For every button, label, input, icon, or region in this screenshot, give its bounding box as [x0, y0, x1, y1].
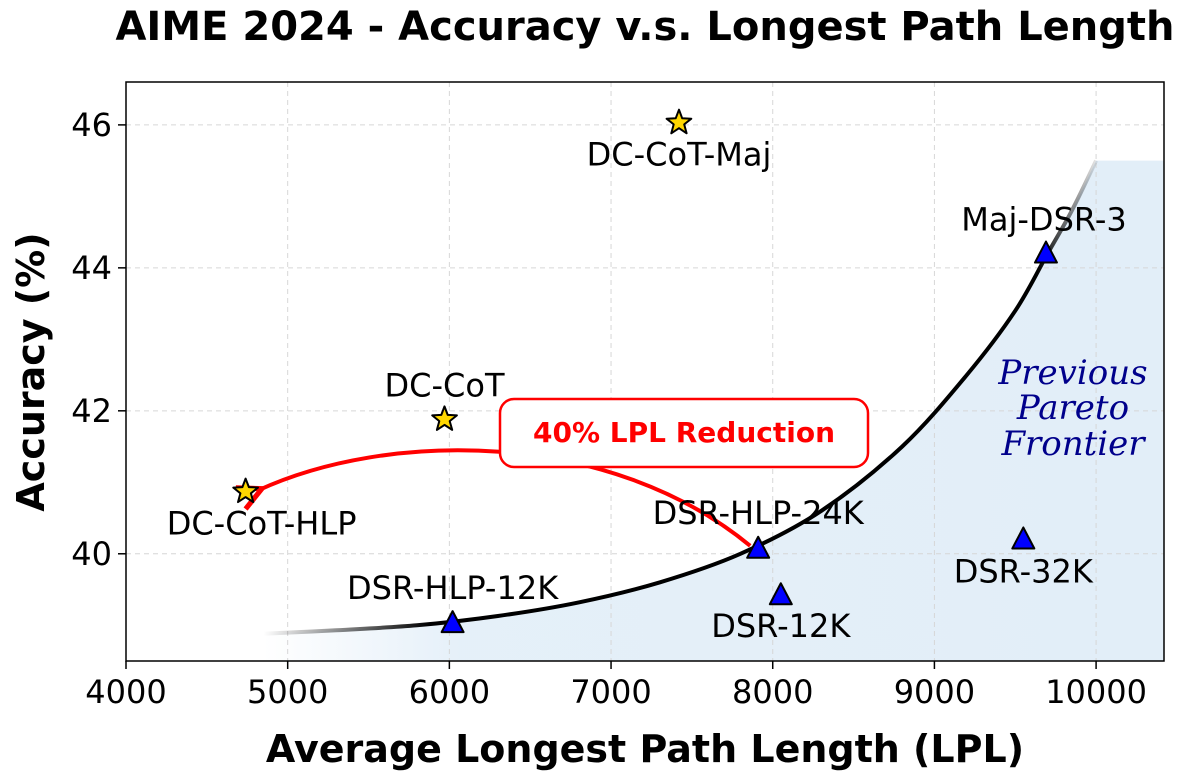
- pareto-frontier-label: Previous Pareto Frontier: [997, 353, 1147, 464]
- pareto-label-line-2: Pareto: [1016, 388, 1129, 428]
- y-axis-label: Accuracy (%): [9, 232, 53, 511]
- y-tick-label: 42: [71, 392, 112, 430]
- label-maj-dsr-3: Maj-DSR-3: [961, 201, 1126, 239]
- chart-title: AIME 2024 - Accuracy v.s. Longest Path L…: [115, 4, 1174, 50]
- point-dsr-12k: [768, 582, 793, 606]
- data-labels: DC-CoT-Maj DC-CoT DC-CoT-HLP Maj-DSR-3 DSR-H…: [167, 136, 1127, 646]
- point-dsr-32k: [1011, 526, 1036, 550]
- point-maj-dsr-3: [1033, 240, 1058, 264]
- label-dsr-hlp-12k: DSR-HLP-12K: [347, 569, 559, 607]
- point-dc-cot-maj: [665, 108, 693, 135]
- data-points: [232, 108, 1058, 634]
- y-tick-label: 46: [71, 106, 112, 144]
- label-dsr-12k: DSR-12K: [711, 607, 851, 645]
- x-tick-label: 8000: [732, 673, 813, 711]
- y-tick-label: 44: [71, 249, 112, 287]
- label-dc-cot-maj: DC-CoT-Maj: [587, 136, 772, 174]
- point-dsr-hlp-12k: [440, 610, 465, 634]
- pareto-frontier-curve: [263, 159, 1098, 636]
- x-axis-label: Average Longest Path Length (LPL): [266, 727, 1024, 771]
- label-dsr-hlp-24k: DSR-HLP-24K: [653, 494, 865, 532]
- x-tick-label: 6000: [409, 673, 490, 711]
- pareto-label-line-1: Previous: [997, 353, 1147, 393]
- x-tick-label: 10000: [1045, 673, 1147, 711]
- x-tick-label: 5000: [247, 673, 328, 711]
- point-dc-cot-hlp: [232, 477, 259, 504]
- y-tick-label: 40: [71, 535, 112, 573]
- reduction-callout: 40% LPL Reduction: [498, 397, 870, 469]
- point-dsr-hlp-24k: [746, 535, 771, 559]
- x-tick-label: 4000: [85, 673, 166, 711]
- reduction-callout-label: 40% LPL Reduction: [533, 416, 835, 449]
- pareto-label-line-3: Frontier: [1000, 424, 1146, 464]
- label-dsr-32k: DSR-32K: [954, 553, 1094, 591]
- point-dc-cot: [431, 405, 458, 431]
- label-dc-cot: DC-CoT: [385, 366, 505, 404]
- grid: [126, 82, 1164, 661]
- axis-ticks: 4000 5000 6000 7000 8000 9000 10000 40 42 44 46: [71, 106, 1147, 711]
- plot-frame: [125, 81, 1165, 662]
- plot-area: [126, 82, 1164, 661]
- label-dc-cot-hlp: DC-CoT-HLP: [167, 505, 357, 543]
- pareto-frontier-region: [263, 160, 1164, 661]
- x-tick-label: 7000: [570, 673, 651, 711]
- x-tick-label: 9000: [894, 673, 975, 711]
